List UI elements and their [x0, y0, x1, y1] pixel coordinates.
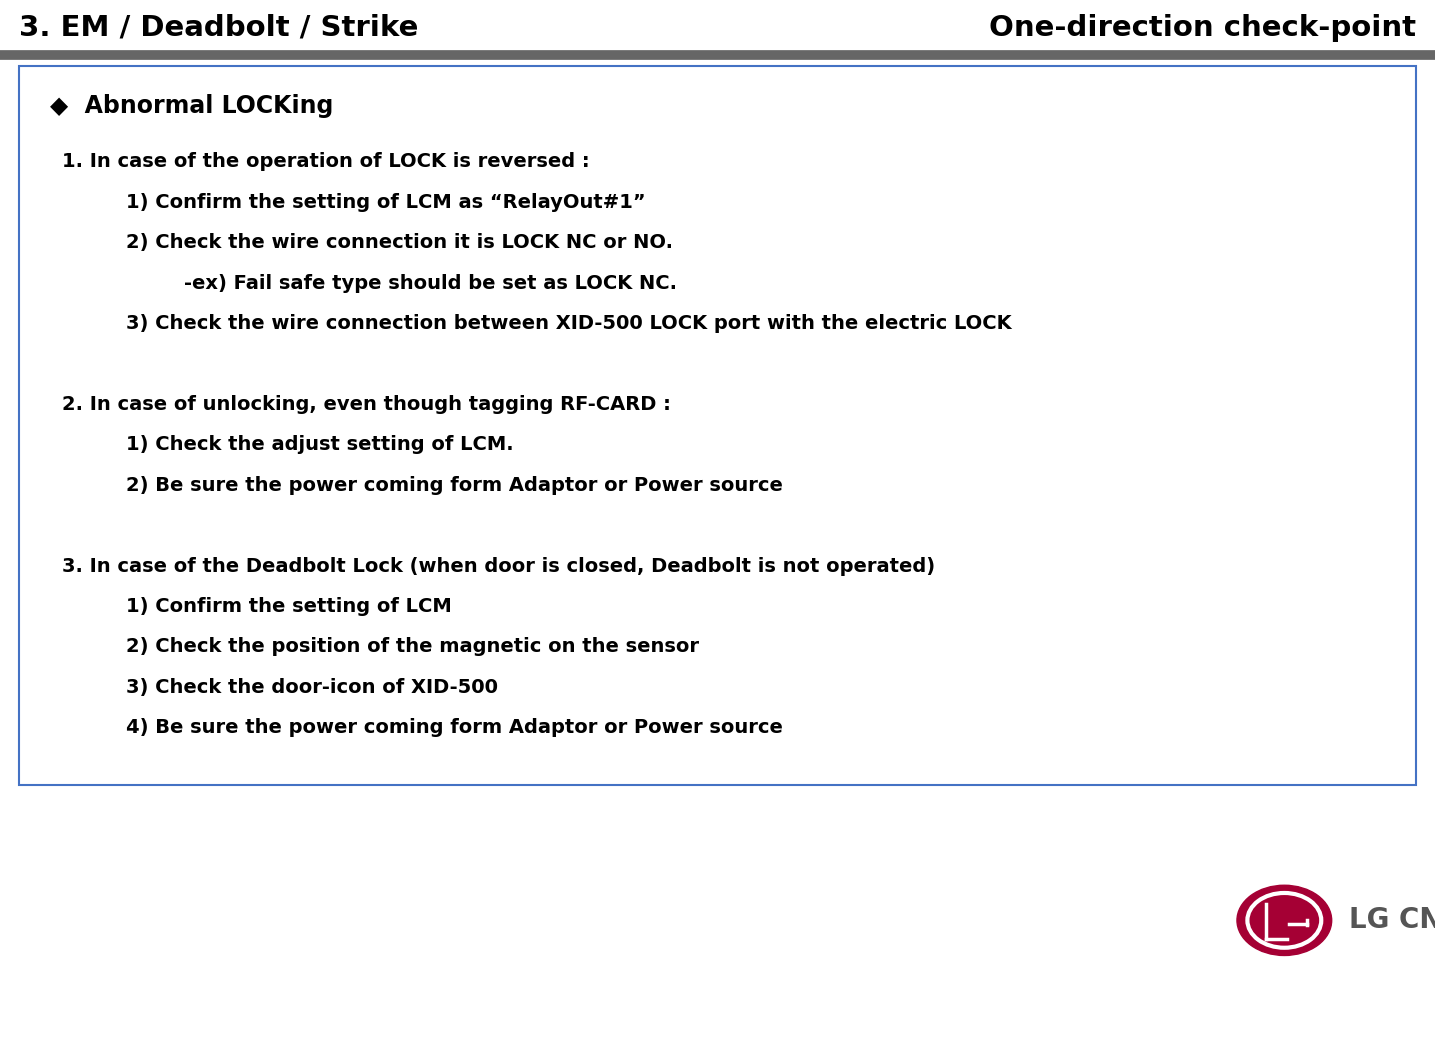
- Text: 2. In case of unlocking, even though tagging RF-CARD :: 2. In case of unlocking, even though tag…: [62, 395, 670, 414]
- Text: 2) Check the position of the magnetic on the sensor: 2) Check the position of the magnetic on…: [126, 637, 699, 656]
- Text: -ex) Fail safe type should be set as LOCK NC.: -ex) Fail safe type should be set as LOC…: [184, 273, 677, 293]
- Text: 1) Confirm the setting of LCM: 1) Confirm the setting of LCM: [126, 597, 452, 616]
- Text: ◆  Abnormal LOCKing: ◆ Abnormal LOCKing: [50, 95, 333, 118]
- Text: 1) Confirm the setting of LCM as “RelayOut#1”: 1) Confirm the setting of LCM as “RelayO…: [126, 193, 646, 212]
- FancyBboxPatch shape: [19, 66, 1416, 785]
- Text: LG CNS: LG CNS: [1349, 907, 1435, 934]
- Text: 1. In case of the operation of LOCK is reversed :: 1. In case of the operation of LOCK is r…: [62, 152, 590, 171]
- Text: One-direction check-point: One-direction check-point: [989, 14, 1416, 41]
- Text: 2) Check the wire connection it is LOCK NC or NO.: 2) Check the wire connection it is LOCK …: [126, 233, 673, 252]
- Text: 3) Check the wire connection between XID-500 LOCK port with the electric LOCK: 3) Check the wire connection between XID…: [126, 314, 1012, 333]
- Text: 3. EM / Deadbolt / Strike: 3. EM / Deadbolt / Strike: [19, 14, 418, 41]
- Text: 1) Check the adjust setting of LCM.: 1) Check the adjust setting of LCM.: [126, 435, 514, 454]
- Text: 4) Be sure the power coming form Adaptor or Power source: 4) Be sure the power coming form Adaptor…: [126, 718, 784, 737]
- Text: 3. In case of the Deadbolt Lock (when door is closed, Deadbolt is not operated): 3. In case of the Deadbolt Lock (when do…: [62, 556, 934, 576]
- Text: 3) Check the door-icon of XID-500: 3) Check the door-icon of XID-500: [126, 678, 498, 697]
- Text: 2) Be sure the power coming form Adaptor or Power source: 2) Be sure the power coming form Adaptor…: [126, 476, 784, 495]
- Circle shape: [1237, 885, 1332, 955]
